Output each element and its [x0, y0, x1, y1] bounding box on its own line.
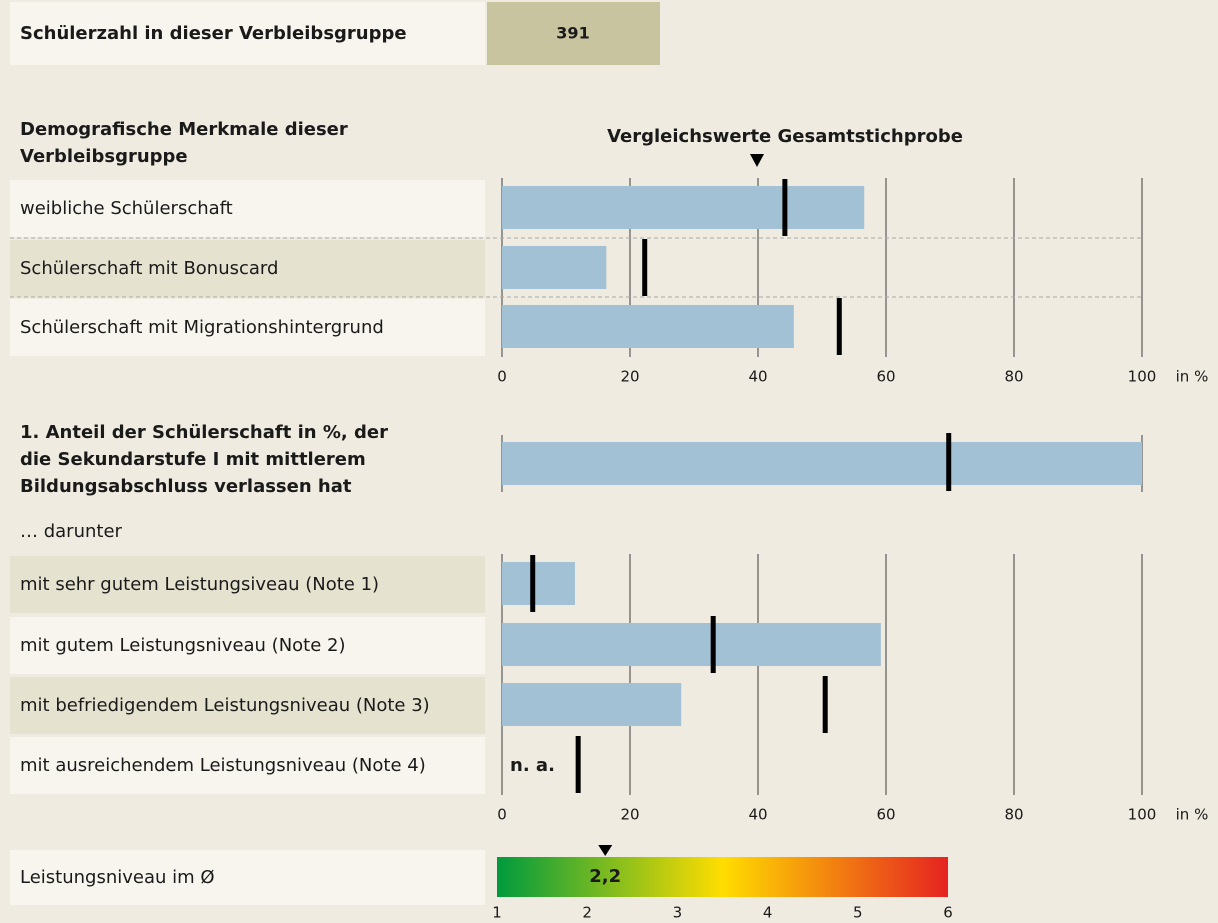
section-title: Bildungsabschluss verlassen hat — [20, 476, 352, 497]
label-box — [10, 617, 485, 674]
label-box — [10, 180, 485, 237]
tick-label: 40 — [748, 806, 767, 824]
tick-label: 1 — [492, 904, 502, 922]
tick-label: 60 — [876, 806, 895, 824]
label-box — [10, 556, 485, 613]
tick-label: 20 — [620, 806, 639, 824]
axis-unit: in % — [1176, 806, 1209, 824]
bar — [502, 305, 794, 348]
section-title: die Sekundarstufe I mit mittlerem — [20, 449, 366, 470]
bar — [502, 683, 682, 726]
subtitle: Vergleichswerte Gesamtstichprobe — [607, 126, 963, 147]
bar — [502, 623, 881, 666]
tick-label: 20 — [620, 368, 639, 386]
tick-label: 5 — [853, 904, 863, 922]
category-label: Schülerschaft mit Bonuscard — [20, 258, 278, 279]
category-label: Schülerschaft mit Migrationshintergrund — [20, 317, 384, 338]
label-box — [10, 850, 485, 905]
gradient-scale — [497, 857, 948, 897]
tick-label: 0 — [497, 806, 507, 824]
category-label: mit ausreichendem Leistungsniveau (Note … — [20, 755, 426, 776]
tick-label: 60 — [876, 368, 895, 386]
value-label: 2,2 — [589, 866, 621, 887]
value-label: n. a. — [510, 755, 555, 776]
label-box — [10, 240, 485, 297]
label-box — [10, 737, 485, 794]
header-label-box — [10, 2, 485, 65]
label-box — [10, 677, 485, 734]
value-pointer — [598, 845, 613, 856]
header-value-box — [487, 2, 660, 65]
tick-label: 80 — [1004, 368, 1023, 386]
tick-label: 4 — [763, 904, 773, 922]
comparison-pointer — [750, 154, 764, 167]
tick-label: 40 — [748, 368, 767, 386]
gauge-label: Leistungsniveau im Ø — [20, 867, 215, 888]
tick-label: 80 — [1004, 806, 1023, 824]
tick-label: 100 — [1128, 806, 1157, 824]
tick-label: 100 — [1128, 368, 1157, 386]
bar — [502, 442, 1142, 485]
section-title: Verbleibsgruppe — [20, 146, 188, 167]
axis-unit: in % — [1176, 368, 1209, 386]
header-label: Schülerzahl in dieser Verbleibsgruppe — [20, 23, 407, 44]
category-label: mit sehr gutem Leistungsiveau (Note 1) — [20, 574, 379, 595]
tick-label: 3 — [673, 904, 683, 922]
section-title: 1. Anteil der Schülerschaft in %, der — [20, 422, 388, 443]
bar — [502, 562, 575, 605]
header-value: 391 — [556, 24, 589, 43]
section-title: Demografische Merkmale dieser — [20, 119, 348, 140]
category-label: mit befriedigendem Leistungsniveau (Note… — [20, 695, 430, 716]
bar — [502, 246, 607, 289]
category-label: weibliche Schülerschaft — [20, 198, 233, 219]
subtitle: … darunter — [20, 521, 123, 542]
tick-label: 6 — [943, 904, 953, 922]
tick-label: 2 — [582, 904, 592, 922]
label-box — [10, 299, 485, 356]
bar — [502, 186, 865, 229]
tick-label: 0 — [497, 368, 507, 386]
category-label: mit gutem Leistungsniveau (Note 2) — [20, 635, 346, 656]
